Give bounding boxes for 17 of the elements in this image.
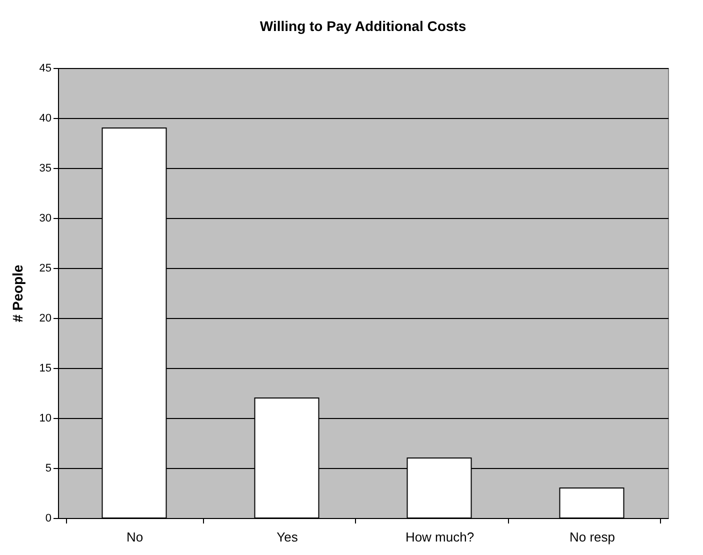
y-tick-label: 30 xyxy=(39,212,52,224)
bar xyxy=(559,488,624,518)
y-tick-label: 35 xyxy=(39,162,52,174)
x-tick-label: Yes xyxy=(276,530,298,544)
y-tick-label: 40 xyxy=(39,112,52,124)
x-tick-label: No resp xyxy=(569,530,616,544)
y-tick-label: 0 xyxy=(45,512,52,524)
y-tick-label: 10 xyxy=(39,412,52,424)
y-tick-label: 20 xyxy=(39,312,52,324)
y-axis-title: # People xyxy=(9,264,26,322)
y-tick-label: 25 xyxy=(39,262,52,274)
chart-title: Willing to Pay Additional Costs xyxy=(260,18,466,34)
y-tick-label: 15 xyxy=(39,362,52,374)
x-tick-label: No xyxy=(126,530,144,544)
y-tick-label: 45 xyxy=(39,62,52,74)
x-tick-label: How much? xyxy=(405,530,474,544)
y-tick-label: 5 xyxy=(45,462,52,474)
